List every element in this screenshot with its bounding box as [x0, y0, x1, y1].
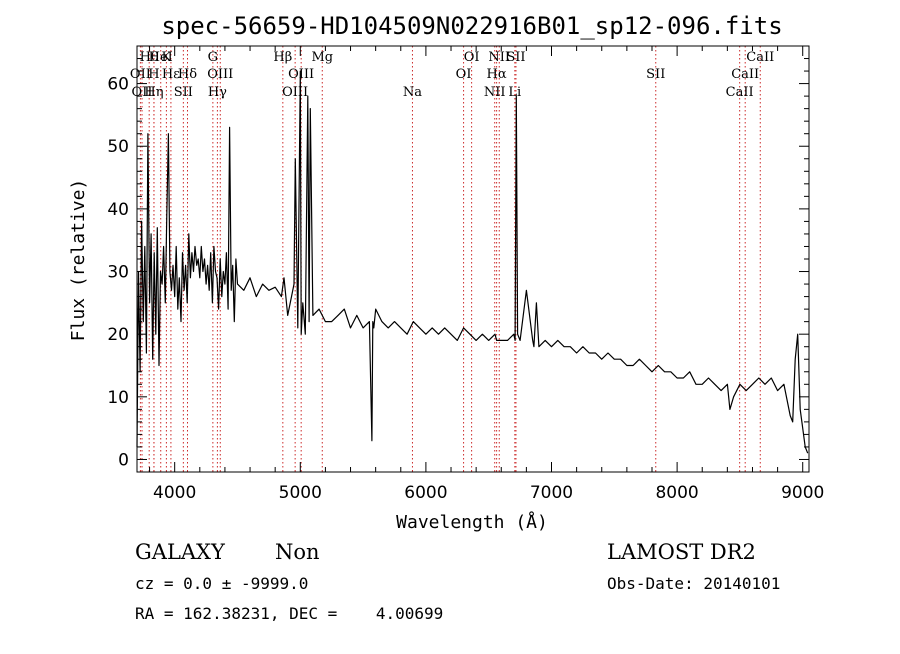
line-label: OI [464, 50, 480, 65]
y-tick-label: 60 [107, 75, 129, 95]
x-tick-label: 9000 [781, 483, 824, 503]
coordinates: RA = 162.38231, DEC = 4.00699 [135, 604, 443, 623]
line-label: OII [130, 67, 151, 82]
line-label: SII [174, 85, 193, 100]
x-tick-label: 4000 [153, 483, 196, 503]
obs-date: Obs-Date: 20140101 [607, 574, 780, 593]
y-axis-ticks: 0 10 20 30 40 50 60 [107, 58, 809, 470]
survey-name: LAMOST DR2 [607, 540, 756, 564]
line-label: OI [456, 67, 472, 82]
y-tick-label: 10 [107, 388, 129, 408]
line-label: H [148, 67, 159, 82]
object-class: GALAXY [135, 540, 226, 564]
x-tick-label: 5000 [279, 483, 322, 503]
y-tick-label: 30 [107, 263, 129, 283]
x-tick-label: 7000 [530, 483, 573, 503]
line-label: Li [508, 85, 521, 100]
line-label: HeI [149, 50, 173, 65]
x-axis-ticks: 4000 5000 6000 7000 8000 9000 [149, 46, 824, 503]
y-tick-label: 50 [107, 137, 129, 157]
line-label: Na [403, 85, 422, 100]
chart-title: spec-56659-HD104509N022916B01_sp12-096.f… [161, 12, 782, 40]
line-label: CaII [746, 50, 774, 65]
line-label: Hη [144, 85, 163, 100]
line-label: G [208, 50, 218, 65]
line-label: NII [488, 50, 510, 65]
line-label: Hα [487, 67, 507, 82]
line-label: NII [484, 85, 506, 100]
series-layer [136, 70, 809, 454]
x-axis-label: Wavelength (Å) [396, 511, 548, 533]
y-tick-label: 20 [107, 325, 129, 345]
plot-frame [136, 45, 810, 473]
x-tick-label: 8000 [655, 483, 698, 503]
redshift-line: cz = 0.0 ± -9999.0 [135, 574, 308, 593]
object-subclass: Non [275, 540, 320, 564]
line-label: Hθ [140, 50, 159, 65]
line-label: SII [646, 67, 665, 82]
y-tick-label: 40 [107, 200, 129, 220]
line-label: Hβ [273, 50, 292, 65]
x-tick-label: 6000 [404, 483, 447, 503]
line-label: Hδ [178, 67, 197, 82]
line-label: Mg [311, 50, 333, 65]
line-label: CaII [726, 85, 754, 100]
spectrum-line [136, 70, 809, 454]
y-tick-label: 0 [118, 450, 129, 470]
line-label: K [162, 50, 172, 65]
line-label: Hγ [208, 85, 227, 100]
line-label: OIII [282, 85, 308, 100]
line-label: CaII [731, 67, 759, 82]
line-label: OIII [288, 67, 314, 82]
y-axis-label: Flux (relative) [68, 179, 89, 342]
line-label: SII [506, 50, 525, 65]
line-label: OIII [207, 67, 233, 82]
line-label: Hε [162, 67, 180, 82]
line-markers [139, 46, 761, 472]
